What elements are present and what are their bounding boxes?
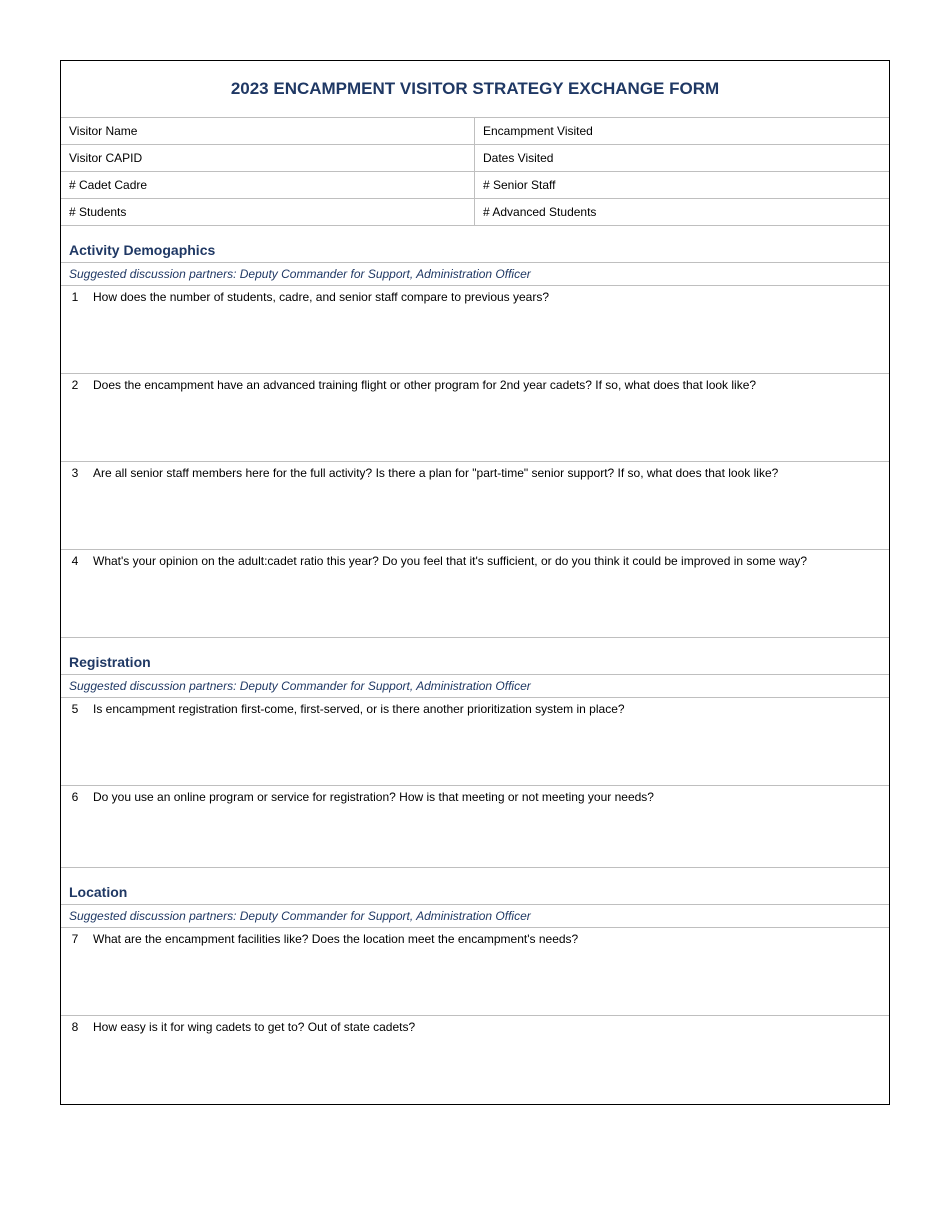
header-visitor-capid: Visitor CAPID: [61, 145, 475, 172]
question-text: What are the encampment facilities like?…: [89, 928, 889, 950]
question-text: What's your opinion on the adult:cadet r…: [89, 550, 889, 572]
section-title-activity: Activity Demogaphics: [61, 226, 889, 263]
question-text: Does the encampment have an advanced tra…: [89, 374, 889, 396]
section-subtitle-location: Suggested discussion partners: Deputy Co…: [61, 905, 889, 928]
header-grid: Visitor Name Encampment Visited Visitor …: [61, 118, 889, 226]
section-subtitle-registration: Suggested discussion partners: Deputy Co…: [61, 675, 889, 698]
question-number: 6: [61, 786, 89, 808]
question-row: 3 Are all senior staff members here for …: [61, 462, 889, 550]
header-cadet-cadre: # Cadet Cadre: [61, 172, 475, 199]
form-container: 2023 ENCAMPMENT VISITOR STRATEGY EXCHANG…: [60, 60, 890, 1105]
question-row: 4 What's your opinion on the adult:cadet…: [61, 550, 889, 638]
header-advanced-students: # Advanced Students: [475, 199, 889, 226]
question-text: Is encampment registration first-come, f…: [89, 698, 889, 720]
question-text: How does the number of students, cadre, …: [89, 286, 889, 308]
header-students: # Students: [61, 199, 475, 226]
question-row: 6 Do you use an online program or servic…: [61, 786, 889, 868]
header-encampment-visited: Encampment Visited: [475, 118, 889, 145]
question-row: 5 Is encampment registration first-come,…: [61, 698, 889, 786]
section-subtitle-activity: Suggested discussion partners: Deputy Co…: [61, 263, 889, 286]
question-number: 5: [61, 698, 89, 720]
section-title-registration: Registration: [61, 638, 889, 675]
question-text: Do you use an online program or service …: [89, 786, 889, 808]
header-dates-visited: Dates Visited: [475, 145, 889, 172]
question-number: 1: [61, 286, 89, 308]
page: 2023 ENCAMPMENT VISITOR STRATEGY EXCHANG…: [0, 0, 950, 1145]
question-row: 7 What are the encampment facilities lik…: [61, 928, 889, 1016]
form-title: 2023 ENCAMPMENT VISITOR STRATEGY EXCHANG…: [61, 61, 889, 118]
header-senior-staff: # Senior Staff: [475, 172, 889, 199]
question-number: 8: [61, 1016, 89, 1038]
question-row: 1 How does the number of students, cadre…: [61, 286, 889, 374]
question-text: Are all senior staff members here for th…: [89, 462, 889, 484]
question-number: 4: [61, 550, 89, 572]
question-row: 2 Does the encampment have an advanced t…: [61, 374, 889, 462]
question-number: 7: [61, 928, 89, 950]
question-number: 2: [61, 374, 89, 396]
section-title-location: Location: [61, 868, 889, 905]
header-visitor-name: Visitor Name: [61, 118, 475, 145]
question-row: 8 How easy is it for wing cadets to get …: [61, 1016, 889, 1104]
question-number: 3: [61, 462, 89, 484]
question-text: How easy is it for wing cadets to get to…: [89, 1016, 889, 1038]
